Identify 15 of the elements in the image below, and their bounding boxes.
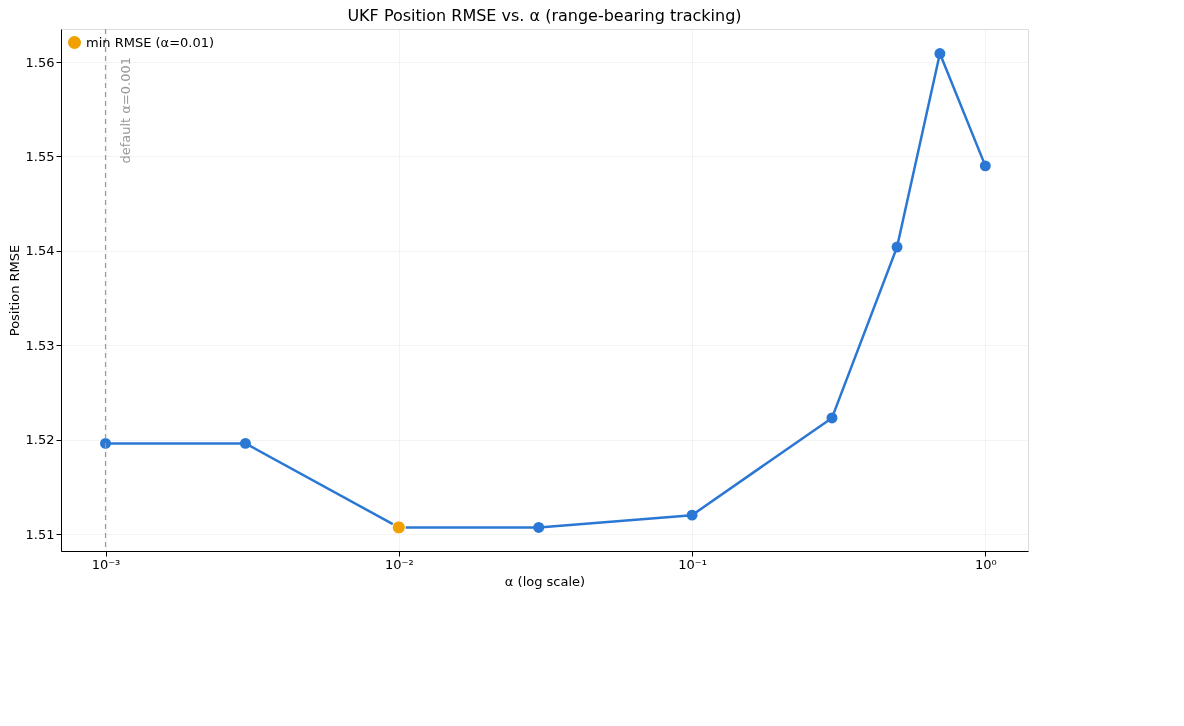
y-tick-label: 1.55 xyxy=(25,148,55,164)
x-tick-label: 10⁰ xyxy=(974,556,997,572)
chart-title: UKF Position RMSE vs. α (range-bearing tracking) xyxy=(347,6,742,26)
legend-label: min RMSE (α=0.01) xyxy=(86,34,215,50)
x-tick-label: 10⁻³ xyxy=(91,556,121,572)
x-axis-title: α (log scale) xyxy=(504,573,586,589)
y-tick-label: 1.53 xyxy=(25,337,55,353)
y-tick-label: 1.54 xyxy=(25,243,55,259)
ref-line-label: default α=0.001 xyxy=(117,57,133,164)
y-tick-label: 1.51 xyxy=(25,526,55,542)
x-tick-label: 10⁻¹ xyxy=(678,556,707,572)
y-tick-label: 1.52 xyxy=(25,432,55,448)
x-tick-label: 10⁻² xyxy=(384,556,414,572)
y-axis-title: Position RMSE xyxy=(6,244,22,337)
y-tick-label: 1.56 xyxy=(25,54,55,70)
